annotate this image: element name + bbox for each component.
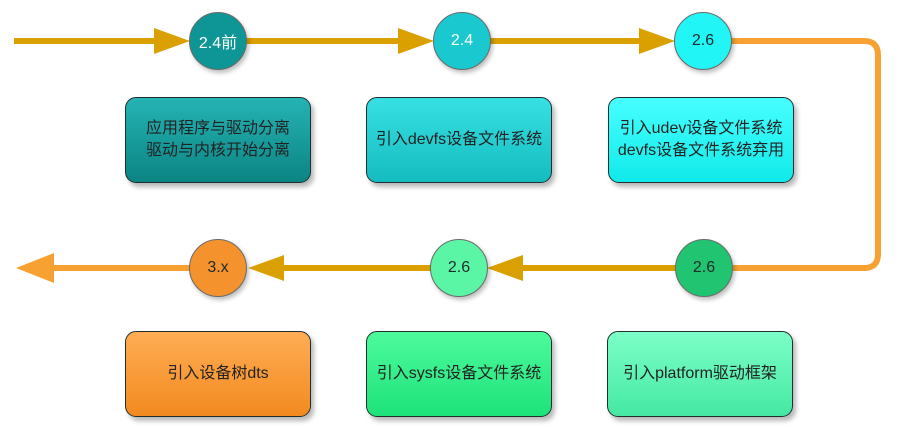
version-label: 2.6 bbox=[691, 32, 715, 49]
version-label: 2.4 bbox=[450, 32, 474, 49]
milestone-box-3: 引入udev设备文件系统 devfs设备文件系统弃用 bbox=[608, 97, 794, 183]
version-node-5: 2.6 bbox=[430, 239, 488, 297]
milestone-text-line: devfs设备文件系统弃用 bbox=[617, 142, 785, 159]
version-label: 2.4前 bbox=[198, 35, 238, 52]
bottom-row-arrows bbox=[16, 253, 676, 283]
milestone-box-5: 引入sysfs设备文件系统 bbox=[366, 331, 552, 417]
version-label: 3.x bbox=[207, 259, 229, 276]
milestone-text-line: 引入devfs设备文件系统 bbox=[375, 131, 543, 148]
milestone-text-line: 引入sysfs设备文件系统 bbox=[376, 365, 542, 382]
top-row-arrows bbox=[14, 28, 675, 54]
row-connector-arrow bbox=[731, 38, 881, 271]
version-node-2: 2.4 bbox=[433, 12, 491, 70]
arrowhead-icon bbox=[398, 28, 434, 54]
arrowhead-icon bbox=[154, 28, 190, 54]
arrowhead-icon bbox=[16, 253, 54, 283]
version-label: 2.6 bbox=[692, 259, 716, 276]
milestone-text-line: 应用程序与驱动分离 bbox=[145, 120, 290, 137]
milestone-box-2: 引入devfs设备文件系统 bbox=[366, 97, 552, 183]
milestone-box-1: 应用程序与驱动分离 驱动与内核开始分离 bbox=[125, 97, 311, 183]
milestone-text-line: 驱动与内核开始分离 bbox=[145, 142, 290, 159]
arrowhead-icon bbox=[248, 255, 284, 281]
milestone-text-line: 引入udev设备文件系统 bbox=[619, 120, 783, 137]
version-node-6: 3.x bbox=[189, 239, 247, 297]
milestone-text-line: 引入设备树dts bbox=[167, 365, 269, 382]
milestone-box-6: 引入设备树dts bbox=[125, 331, 311, 417]
version-node-4: 2.6 bbox=[675, 239, 733, 297]
version-node-1: 2.4前 bbox=[189, 12, 247, 70]
arrowhead-icon bbox=[487, 255, 523, 281]
version-node-3: 2.6 bbox=[674, 12, 732, 70]
milestone-text-line: 引入platform驱动框架 bbox=[623, 365, 777, 382]
arrowhead-icon bbox=[639, 28, 675, 54]
version-label: 2.6 bbox=[447, 259, 471, 276]
milestone-box-4: 引入platform驱动框架 bbox=[607, 331, 793, 417]
